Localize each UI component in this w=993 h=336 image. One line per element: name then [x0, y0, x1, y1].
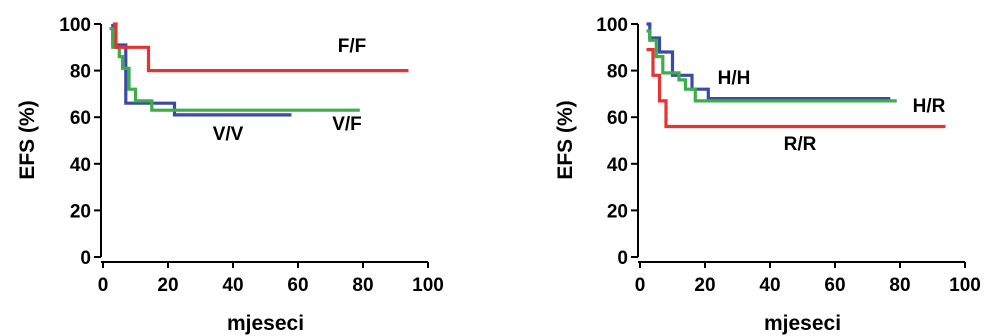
series-line-f-f [112, 22, 409, 73]
y-axis-label: EFS (%) [16, 100, 39, 179]
series-line-h-r [646, 29, 897, 103]
series-line-h-h [646, 22, 891, 101]
x-tick-label: 20 [694, 275, 715, 296]
y-tick-label: 100 [59, 15, 91, 36]
y-tick-label: 80 [70, 62, 91, 83]
x-tick-label: 0 [635, 275, 646, 296]
y-tick-label: 0 [617, 248, 628, 269]
y-tick-label: 80 [607, 62, 628, 83]
y-tick-label: 60 [607, 108, 628, 129]
y-tick-label: 40 [607, 155, 628, 176]
y-axis-label: EFS (%) [554, 100, 577, 179]
y-tick-label: 40 [70, 155, 91, 176]
series-label-f-f: F/F [338, 36, 367, 57]
chart-panel-2: 0 20 40 60 80 100 0 20 40 60 80 100 mjeseci EFS (%) H/… [554, 15, 981, 335]
x-axis-label: mjeseci [764, 312, 841, 335]
x-tick-label: 40 [759, 275, 780, 296]
y-tick-label: 20 [70, 201, 91, 222]
x-tick-label: 100 [949, 275, 981, 296]
x-tick-label: 60 [824, 275, 845, 296]
x-axis-label: mjeseci [227, 312, 304, 335]
y-tick-label: 100 [596, 15, 628, 36]
series-label-h-h: H/H [718, 68, 751, 89]
series-label-h-r: H/R [913, 96, 946, 117]
x-tick-label: 80 [352, 275, 373, 296]
x-tick-label: 40 [222, 275, 243, 296]
x-tick-label: 20 [157, 275, 178, 296]
x-tick-label: 80 [889, 275, 910, 296]
x-tick-label: 0 [98, 275, 109, 296]
x-tick-label: 100 [412, 275, 444, 296]
x-tick-label: 60 [287, 275, 308, 296]
series-label-v-v: V/V [213, 124, 244, 145]
y-tick-label: 60 [70, 108, 91, 129]
y-tick-label: 20 [607, 201, 628, 222]
series-label-v-f: V/F [332, 114, 362, 135]
y-tick-label: 0 [80, 248, 91, 269]
chart-panel-1: 0 20 40 60 80 100 0 20 40 60 80 100 mjeseci EFS (%) V/… [16, 15, 444, 335]
series-line-r-r [646, 48, 946, 129]
series-line-v-f [109, 27, 360, 112]
series-label-r-r: R/R [784, 134, 817, 155]
